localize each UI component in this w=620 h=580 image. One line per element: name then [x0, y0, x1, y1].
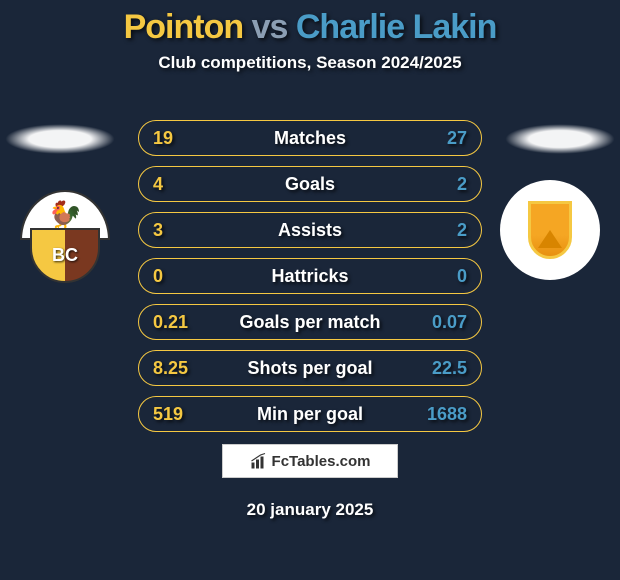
stat-left-value: 0.21: [153, 312, 203, 333]
bradford-badge: 🐓 BC: [20, 180, 110, 280]
stat-left-value: 3: [153, 220, 203, 241]
footer-brand-text: FcTables.com: [272, 453, 371, 470]
player1-name: Pointon: [124, 8, 244, 46]
stat-label: Goals: [285, 174, 335, 195]
stat-label: Assists: [278, 220, 342, 241]
stat-left-value: 519: [153, 404, 203, 425]
mkdons-v-shape: [538, 230, 562, 248]
footer-brand-box: FcTables.com: [222, 444, 398, 478]
stat-right-value: 1688: [417, 404, 467, 425]
stat-right-value: 27: [417, 128, 467, 149]
stat-row-assists: 3 Assists 2: [138, 212, 482, 248]
subtitle: Club competitions, Season 2024/2025: [0, 53, 620, 73]
stat-left-value: 8.25: [153, 358, 203, 379]
chart-icon: [250, 452, 268, 470]
stat-left-value: 0: [153, 266, 203, 287]
stat-right-value: 0.07: [417, 312, 467, 333]
stat-left-value: 19: [153, 128, 203, 149]
stat-right-value: 0: [417, 266, 467, 287]
mkdons-shield: [528, 201, 572, 259]
title: Pointon vs Charlie Lakin: [0, 0, 620, 47]
stat-left-value: 4: [153, 174, 203, 195]
stat-label: Goals per match: [239, 312, 380, 333]
player2-shadow-ellipse: [505, 124, 615, 154]
player2-name: Charlie Lakin: [296, 8, 497, 46]
date: 20 january 2025: [247, 500, 374, 520]
rooster-icon: 🐓: [48, 199, 83, 232]
stats-table: 19 Matches 27 4 Goals 2 3 Assists 2 0 Ha…: [138, 120, 482, 442]
player1-shadow-ellipse: [5, 124, 115, 154]
stat-label: Min per goal: [257, 404, 363, 425]
stat-label: Shots per goal: [247, 358, 372, 379]
stat-row-shots-per-goal: 8.25 Shots per goal 22.5: [138, 350, 482, 386]
stat-label: Matches: [274, 128, 346, 149]
bradford-shield: BC: [30, 228, 100, 283]
vs-separator: vs: [252, 8, 288, 46]
stat-row-goals: 4 Goals 2: [138, 166, 482, 202]
mkdons-badge-outer: [500, 180, 600, 280]
stat-row-hattricks: 0 Hattricks 0: [138, 258, 482, 294]
stat-row-goals-per-match: 0.21 Goals per match 0.07: [138, 304, 482, 340]
footer-brand: FcTables.com: [250, 452, 371, 470]
stat-row-matches: 19 Matches 27: [138, 120, 482, 156]
bradford-text: BC: [52, 245, 78, 266]
comparison-infographic: Pointon vs Charlie Lakin Club competitio…: [0, 0, 620, 580]
stat-right-value: 2: [417, 220, 467, 241]
stat-row-min-per-goal: 519 Min per goal 1688: [138, 396, 482, 432]
mkdons-badge: [511, 191, 589, 269]
team1-badge: 🐓 BC: [20, 180, 120, 295]
stat-right-value: 2: [417, 174, 467, 195]
stat-label: Hattricks: [271, 266, 348, 287]
stat-right-value: 22.5: [417, 358, 467, 379]
team2-badge: [500, 180, 600, 260]
